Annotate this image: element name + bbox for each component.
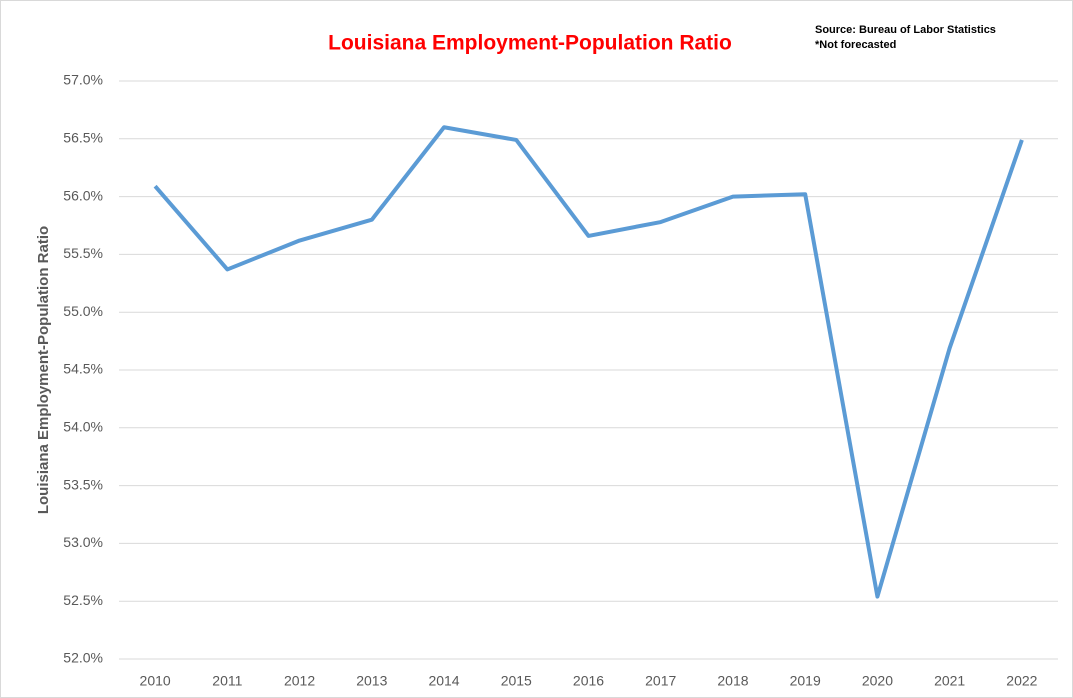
x-tick-label: 2014 xyxy=(428,673,459,689)
x-tick-label: 2018 xyxy=(717,673,748,689)
y-tick-label: 53.0% xyxy=(63,534,103,550)
chart-title: Louisiana Employment-Population Ratio xyxy=(328,32,732,55)
x-tick-label: 2021 xyxy=(934,673,965,689)
x-tick-label: 2019 xyxy=(790,673,821,689)
annotation: Source: Bureau of Labor Statistics xyxy=(815,24,996,36)
x-tick-label: 2022 xyxy=(1006,673,1037,689)
x-tick-label: 2011 xyxy=(212,673,242,689)
x-tick-label: 2013 xyxy=(356,673,387,689)
y-tick-label: 53.5% xyxy=(63,476,103,492)
x-tick-label: 2020 xyxy=(862,673,893,689)
y-tick-label: 52.5% xyxy=(63,592,103,608)
y-tick-label: 57.0% xyxy=(63,72,103,88)
x-tick-label: 2015 xyxy=(501,673,532,689)
x-tick-label: 2012 xyxy=(284,673,315,689)
y-tick-label: 56.0% xyxy=(63,187,103,203)
y-tick-label: 52.0% xyxy=(63,650,103,666)
x-tick-label: 2010 xyxy=(140,673,171,689)
y-tick-label: 55.0% xyxy=(63,303,103,319)
y-axis-label: Louisiana Employment-Population Ratio xyxy=(35,226,52,514)
x-tick-label: 2017 xyxy=(645,673,676,689)
data-line xyxy=(153,125,1024,599)
y-tick-label: 54.0% xyxy=(63,419,103,435)
annotation: *Not forecasted xyxy=(815,39,896,51)
x-tick-label: 2016 xyxy=(573,673,604,689)
y-tick-label: 54.5% xyxy=(63,361,103,377)
y-tick-label: 56.5% xyxy=(63,130,103,146)
y-tick-label: 55.5% xyxy=(63,245,103,261)
